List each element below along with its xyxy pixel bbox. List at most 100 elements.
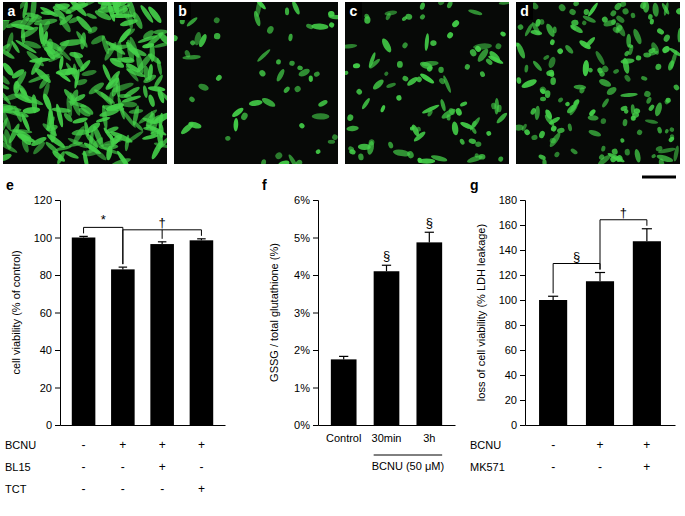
group-label: BCNU (50 μM): [372, 460, 444, 472]
cell: [516, 42, 520, 48]
significance-bracket: [123, 230, 202, 264]
panel-letter: c: [350, 3, 358, 19]
cell: [677, 28, 680, 43]
cell: [102, 127, 116, 144]
cell: [636, 55, 642, 61]
chart-panel: e020406080100120cell viability (% of con…: [5, 177, 226, 496]
y-tick: 20: [40, 382, 60, 394]
cell: [495, 42, 503, 50]
y-tick: 40: [40, 344, 60, 356]
y-tick: 2%: [294, 344, 318, 356]
error-bar-stem: [646, 229, 647, 242]
cell: [101, 63, 112, 82]
y-tick-label: 180: [499, 194, 517, 206]
error-bar-stem: [599, 273, 600, 282]
panel-letter: b: [178, 3, 187, 19]
cell: [419, 13, 426, 20]
cell: [581, 20, 587, 26]
cell: [81, 2, 98, 8]
cell: [548, 71, 554, 77]
cell: [150, 139, 165, 160]
y-tick-label: 5%: [294, 232, 310, 244]
cell: [643, 90, 652, 98]
cell: [214, 33, 221, 40]
y-tick: 80: [40, 269, 60, 281]
cell: [277, 159, 290, 164]
y-tick-label: 2%: [294, 344, 310, 356]
cell: [544, 108, 554, 120]
cell: [117, 27, 133, 44]
error-bar-cap: [548, 296, 558, 297]
cell: [347, 145, 355, 152]
image-panel: b: [171, 0, 345, 169]
cell: [231, 106, 245, 118]
significance-label: †: [159, 215, 166, 230]
cell: [87, 25, 99, 35]
error-bar: [158, 242, 166, 244]
cell: [21, 27, 26, 44]
x-axis-line: [319, 425, 456, 426]
y-tick: 3%: [294, 307, 318, 319]
cell: [406, 150, 415, 159]
cell: [587, 67, 594, 73]
cell: [542, 159, 547, 164]
cell: [3, 89, 12, 106]
y-tick-mark: [520, 425, 525, 426]
cell: [643, 2, 649, 13]
cell: [68, 99, 88, 108]
cell: [496, 105, 502, 113]
cell: [29, 57, 51, 63]
y-tick-mark: [520, 300, 525, 301]
treatment-mark: -: [551, 438, 555, 452]
cell: [153, 29, 167, 34]
cell: [397, 61, 403, 68]
y-tick-mark: [520, 325, 525, 326]
image-background: [345, 2, 509, 164]
cell: [645, 119, 659, 125]
cell: [466, 154, 483, 164]
cell: [143, 126, 157, 131]
treatment-mark: -: [551, 460, 555, 474]
cell: [421, 60, 438, 66]
cell: [386, 82, 397, 89]
cell: [557, 97, 564, 104]
y-tick-mark: [313, 313, 318, 314]
cell: [107, 43, 131, 51]
panel-letter-box: [345, 2, 362, 20]
cell: [419, 72, 436, 85]
cell: [550, 77, 556, 85]
error-bar-cap: [382, 265, 391, 266]
cell: [384, 10, 397, 16]
cell: [532, 60, 544, 72]
cell: [548, 131, 562, 148]
cell: [253, 10, 262, 27]
significance-label: §: [383, 248, 390, 263]
chart-panel: f0%1%2%3%4%5%6%Control30min3hGSSG / tota…: [262, 177, 456, 472]
cell: [100, 35, 111, 55]
cell: [3, 108, 13, 132]
cell: [188, 96, 196, 104]
bracket-leg: [83, 227, 84, 233]
cell: [616, 24, 624, 32]
cell: [143, 65, 150, 81]
cell: [658, 147, 676, 155]
x-tick: 30min: [372, 425, 402, 444]
y-tick-mark: [313, 350, 318, 351]
error-bar: [595, 273, 605, 282]
cell: [55, 103, 65, 128]
y-tick-label: 20: [40, 382, 52, 394]
cell: [664, 128, 669, 134]
cell: [451, 19, 461, 29]
cell: [430, 40, 437, 46]
cell: [622, 119, 628, 127]
cell: [655, 63, 662, 70]
cell: [297, 65, 304, 71]
cell: [430, 154, 448, 163]
cell: [468, 8, 483, 16]
cell: [553, 26, 557, 33]
cell: [105, 145, 113, 161]
error-bar-stem: [429, 232, 430, 242]
bracket-leg: [646, 220, 647, 226]
error-bar: [642, 229, 652, 242]
bar: [190, 240, 214, 425]
